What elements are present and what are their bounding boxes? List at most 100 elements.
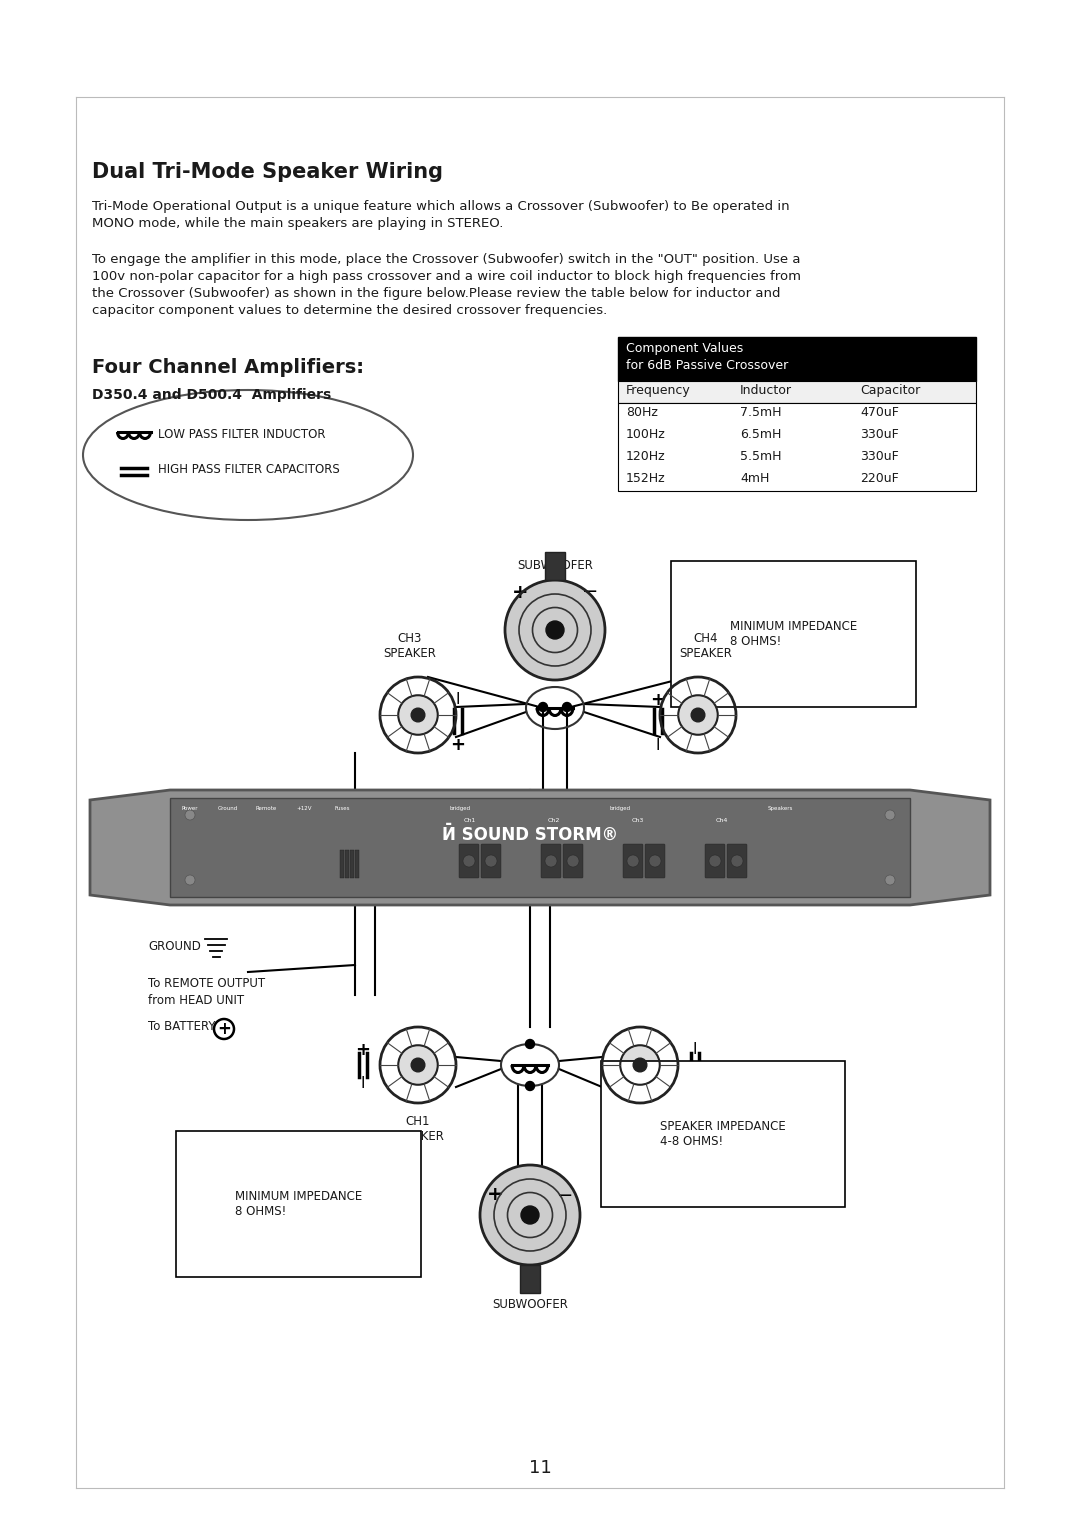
Text: D350.4 and D500.4  Amplifiers: D350.4 and D500.4 Amplifiers (92, 387, 332, 403)
Text: Remote: Remote (255, 807, 276, 811)
Text: Speakers: Speakers (767, 807, 793, 811)
FancyBboxPatch shape (727, 843, 747, 878)
Text: 330uF: 330uF (860, 450, 899, 464)
Circle shape (678, 695, 718, 735)
Text: Ch4: Ch4 (716, 817, 728, 824)
Circle shape (691, 708, 705, 721)
Text: Dual Tri-Mode Speaker Wiring: Dual Tri-Mode Speaker Wiring (92, 162, 443, 181)
Circle shape (627, 856, 639, 868)
FancyBboxPatch shape (340, 849, 345, 878)
FancyBboxPatch shape (545, 552, 565, 580)
Text: Ground: Ground (218, 807, 238, 811)
Text: 80Hz: 80Hz (626, 406, 658, 419)
FancyBboxPatch shape (345, 849, 349, 878)
Text: 6.5mH: 6.5mH (740, 429, 781, 441)
Text: Component Values: Component Values (626, 342, 743, 355)
Text: CH4
SPEAKER: CH4 SPEAKER (679, 631, 732, 660)
Text: +: + (650, 691, 665, 709)
Text: CH2
SPEAKER: CH2 SPEAKER (613, 1115, 666, 1144)
Text: Frequency: Frequency (626, 384, 691, 396)
Text: for 6dB Passive Crossover: for 6dB Passive Crossover (626, 358, 788, 372)
Text: Four Channel Amplifiers:: Four Channel Amplifiers: (92, 358, 364, 377)
FancyBboxPatch shape (481, 843, 501, 878)
Text: capacitor component values to determine the desired crossover frequencies.: capacitor component values to determine … (92, 303, 607, 317)
Circle shape (480, 1165, 580, 1266)
Text: 11: 11 (528, 1459, 552, 1478)
Circle shape (399, 1045, 437, 1084)
Text: +: + (688, 1074, 702, 1092)
FancyBboxPatch shape (645, 843, 665, 878)
Circle shape (399, 695, 437, 735)
Text: bridged: bridged (609, 807, 631, 811)
Circle shape (505, 580, 605, 680)
Circle shape (885, 875, 895, 884)
Circle shape (567, 856, 579, 868)
Text: +: + (512, 583, 528, 601)
Text: bridged: bridged (449, 807, 471, 811)
Text: 4mH: 4mH (740, 473, 769, 485)
Text: +: + (450, 737, 465, 753)
Text: 330uF: 330uF (860, 429, 899, 441)
Text: CH1
SPEAKER: CH1 SPEAKER (392, 1115, 445, 1144)
Text: To engage the amplifier in this mode, place the Crossover (Subwoofer) switch in : To engage the amplifier in this mode, pl… (92, 253, 800, 265)
Text: from HEAD UNIT: from HEAD UNIT (148, 994, 244, 1007)
Circle shape (411, 1058, 424, 1072)
Text: Power: Power (181, 807, 199, 811)
Text: Inductor: Inductor (740, 384, 792, 396)
Text: To BATTERY: To BATTERY (148, 1020, 216, 1032)
Text: To REMOTE OUTPUT: To REMOTE OUTPUT (148, 978, 265, 990)
Circle shape (563, 703, 571, 712)
Text: 120Hz: 120Hz (626, 450, 665, 464)
Text: SPEAKER IMPEDANCE
4-8 OHMS!: SPEAKER IMPEDANCE 4-8 OHMS! (660, 1119, 786, 1148)
Circle shape (731, 856, 743, 868)
Text: CH3
SPEAKER: CH3 SPEAKER (383, 631, 436, 660)
Text: 152Hz: 152Hz (626, 473, 665, 485)
FancyBboxPatch shape (170, 798, 910, 897)
Circle shape (463, 856, 475, 868)
FancyBboxPatch shape (519, 1266, 540, 1293)
Text: +: + (355, 1042, 370, 1058)
FancyBboxPatch shape (459, 843, 480, 878)
Circle shape (526, 1081, 535, 1090)
Text: SUBWOOFER: SUBWOOFER (517, 560, 593, 572)
Text: MINIMUM IMPEDANCE
8 OHMS!: MINIMUM IMPEDANCE 8 OHMS! (235, 1190, 362, 1218)
FancyBboxPatch shape (563, 843, 583, 878)
Text: 5.5mH: 5.5mH (740, 450, 782, 464)
Text: MINIMUM IMPEDANCE
8 OHMS!: MINIMUM IMPEDANCE 8 OHMS! (730, 621, 858, 648)
FancyBboxPatch shape (355, 849, 359, 878)
Circle shape (526, 1040, 535, 1049)
Circle shape (633, 1058, 647, 1072)
Text: 7.5mH: 7.5mH (740, 406, 782, 419)
Circle shape (708, 856, 721, 868)
Circle shape (521, 1206, 539, 1225)
FancyBboxPatch shape (623, 843, 643, 878)
Circle shape (649, 856, 661, 868)
Text: Fuses: Fuses (334, 807, 350, 811)
Circle shape (185, 810, 195, 820)
Text: the Crossover (Subwoofer) as shown in the figure below.Please review the table b: the Crossover (Subwoofer) as shown in th… (92, 287, 781, 300)
Text: MONO mode, while the main speakers are playing in STEREO.: MONO mode, while the main speakers are p… (92, 217, 503, 230)
Circle shape (485, 856, 497, 868)
Text: −: − (557, 1185, 573, 1205)
Text: 100v non-polar capacitor for a high pass crossover and a wire coil inductor to b: 100v non-polar capacitor for a high pass… (92, 270, 801, 284)
Text: HIGH PASS FILTER CAPACITORS: HIGH PASS FILTER CAPACITORS (158, 464, 340, 476)
Text: Ch1: Ch1 (464, 817, 476, 824)
Polygon shape (90, 790, 990, 904)
FancyBboxPatch shape (618, 381, 976, 403)
Text: GROUND: GROUND (148, 941, 201, 953)
Text: LOW PASS FILTER INDUCTOR: LOW PASS FILTER INDUCTOR (158, 429, 325, 441)
Text: 100Hz: 100Hz (626, 429, 665, 441)
Text: 470uF: 470uF (860, 406, 899, 419)
Text: Ch3: Ch3 (632, 817, 644, 824)
FancyBboxPatch shape (350, 849, 354, 878)
Text: +12V: +12V (296, 807, 312, 811)
Circle shape (620, 1045, 660, 1084)
Circle shape (545, 856, 557, 868)
Text: I: I (361, 1075, 365, 1090)
Text: Tri-Mode Operational Output is a unique feature which allows a Crossover (Subwoo: Tri-Mode Operational Output is a unique … (92, 200, 789, 214)
Text: I: I (656, 738, 660, 752)
Text: Capacitor: Capacitor (860, 384, 920, 396)
Text: I: I (456, 692, 460, 708)
Text: Ӣ SOUND STORM®: Ӣ SOUND STORM® (442, 827, 618, 843)
FancyBboxPatch shape (541, 843, 561, 878)
